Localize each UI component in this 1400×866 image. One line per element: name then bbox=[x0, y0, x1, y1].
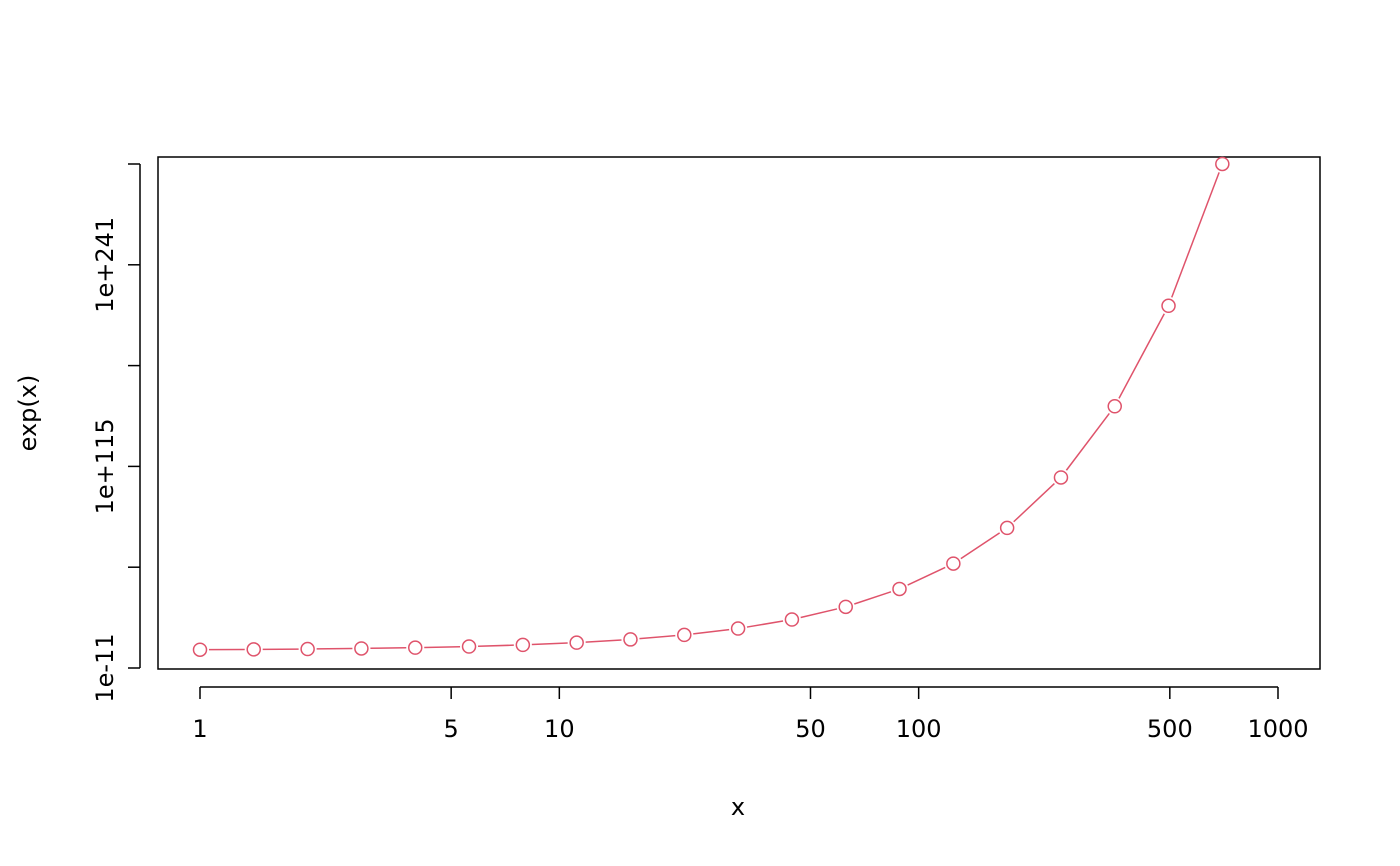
x-tick-label: 1 bbox=[192, 715, 207, 743]
series-line-segment bbox=[907, 566, 946, 586]
x-tick-label: 10 bbox=[544, 715, 575, 743]
series-line-segment bbox=[478, 644, 514, 647]
data-point bbox=[1215, 156, 1230, 172]
data-point bbox=[946, 556, 961, 571]
data-point bbox=[569, 635, 584, 650]
data-point bbox=[999, 520, 1015, 536]
series-line-segment bbox=[746, 620, 784, 628]
plot-box bbox=[157, 156, 1321, 670]
data-point bbox=[246, 642, 261, 657]
data-point bbox=[1053, 470, 1069, 485]
series-line-segment bbox=[1013, 483, 1055, 523]
data-point bbox=[784, 612, 800, 627]
series-line-segment bbox=[854, 591, 892, 605]
y-tick-label: 1e+115 bbox=[91, 418, 119, 514]
data-point bbox=[1161, 298, 1176, 314]
data-point bbox=[300, 641, 315, 657]
series-line-segment bbox=[639, 634, 676, 640]
y-axis: 1e-11 1e+115 1e+241 bbox=[91, 163, 141, 703]
x-axis-label: x bbox=[731, 793, 745, 821]
series-line-segment bbox=[1065, 413, 1110, 471]
series-line-segment bbox=[1118, 313, 1165, 399]
x-tick-label: 100 bbox=[896, 715, 942, 743]
x-tick-label: 5 bbox=[444, 715, 459, 743]
series-line-segment bbox=[370, 647, 407, 650]
x-tick-label: 500 bbox=[1147, 715, 1193, 743]
series-line-segment bbox=[800, 608, 838, 619]
series bbox=[192, 156, 1230, 657]
series-line-segment bbox=[424, 645, 461, 649]
data-point bbox=[838, 599, 853, 615]
data-point bbox=[515, 637, 531, 653]
data-point bbox=[1107, 399, 1122, 414]
y-tick-label: 1e-11 bbox=[91, 633, 119, 702]
series-line-segment bbox=[1171, 172, 1220, 298]
series-line-segment bbox=[531, 642, 568, 646]
data-point bbox=[677, 627, 692, 643]
series-line-segment bbox=[585, 639, 622, 643]
data-point bbox=[730, 621, 746, 636]
x-axis: 1 5 10 50 100 500 1000 bbox=[192, 686, 1309, 743]
series-line-segment bbox=[960, 532, 1001, 560]
data-point bbox=[354, 641, 369, 656]
data-point bbox=[623, 632, 638, 647]
x-tick-label: 1000 bbox=[1247, 715, 1308, 743]
y-axis-label: exp(x) bbox=[14, 375, 42, 452]
data-point bbox=[407, 640, 423, 655]
data-point bbox=[892, 581, 907, 597]
x-tick-label: 50 bbox=[795, 715, 826, 743]
y-tick-label: 1e+241 bbox=[91, 217, 119, 313]
data-point bbox=[461, 639, 477, 654]
data-point bbox=[192, 642, 208, 657]
series-line-segment bbox=[693, 628, 730, 635]
